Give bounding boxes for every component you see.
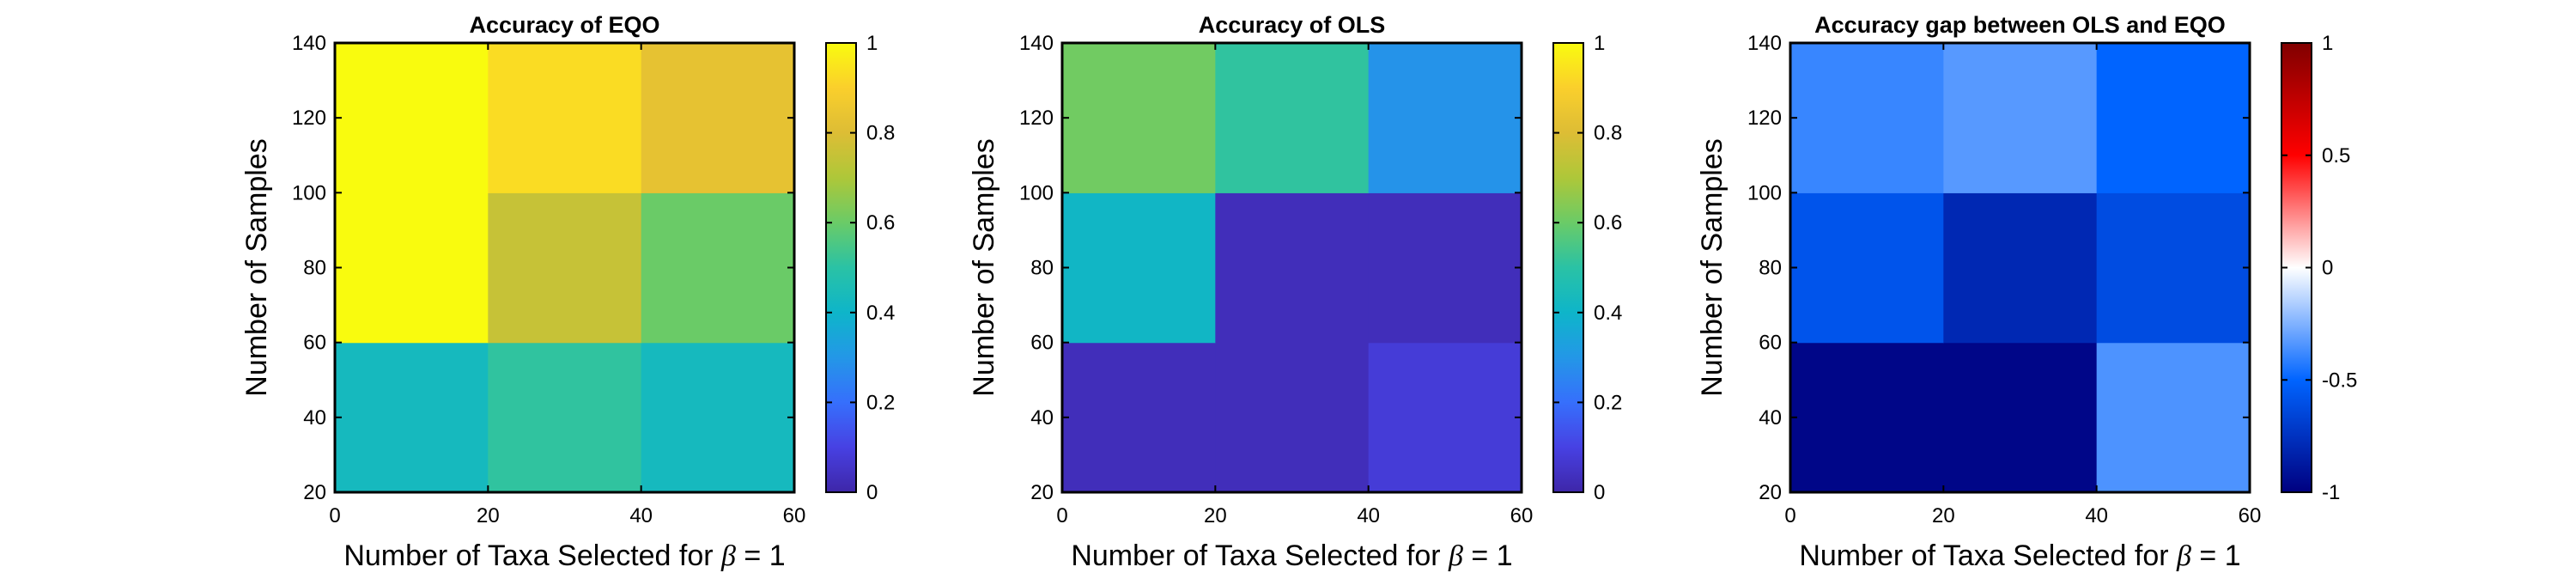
y-axis-label: Number of Samples	[240, 138, 273, 396]
heatmap-cell	[1790, 342, 1944, 493]
heatmap-cell	[641, 43, 795, 193]
y-tick-label: 20	[1030, 481, 1054, 504]
heatmap-cell	[1790, 192, 1944, 344]
x-tick-label: 40	[2085, 504, 2108, 527]
y-tick-label: 120	[1019, 107, 1054, 130]
y-tick-label: 100	[1747, 181, 1782, 204]
x-tick-label: 40	[1357, 504, 1380, 527]
heatmap-cell	[1062, 43, 1216, 193]
heatmap-cell	[2096, 342, 2251, 493]
y-tick-label: 80	[1759, 257, 1782, 280]
y-tick-label: 40	[1759, 406, 1782, 430]
x-tick-label: 60	[2239, 504, 2262, 527]
x-tick-label: 0	[1056, 504, 1067, 527]
colorbar-tick-label: 0	[866, 481, 878, 504]
x-tick-label: 60	[783, 504, 806, 527]
heatmap-cell	[335, 192, 489, 344]
heatmap-cell	[1790, 43, 1944, 193]
heatmap-cell	[1062, 192, 1216, 344]
x-tick-label: 40	[629, 504, 653, 527]
x-axis-label: Number of Taxa Selected for β = 1	[1071, 539, 1512, 572]
heatmap-cell	[488, 192, 642, 344]
heatmap-cell	[1215, 192, 1370, 344]
y-axis-label: Number of Samples	[968, 138, 1000, 396]
y-tick-label: 60	[1759, 332, 1782, 355]
colorbar-tick-label: 0	[2322, 257, 2333, 280]
chart-title: Accuracy of EQO	[469, 12, 659, 38]
colorbar-tick-label: -1	[2322, 481, 2340, 504]
heatmap-cell	[641, 192, 795, 344]
colorbar	[1552, 42, 1584, 493]
colorbar-tick-label: 1	[866, 32, 878, 55]
y-tick-label: 140	[1019, 32, 1054, 55]
y-tick-label: 80	[1030, 257, 1054, 280]
x-tick-label: 20	[1204, 504, 1227, 527]
colorbar-tick-label: 0.8	[866, 122, 895, 145]
heatmap-cell	[335, 342, 489, 493]
colorbar-tick-label: 1	[2322, 32, 2333, 55]
heatmap-cell	[1943, 192, 2098, 344]
x-tick-label: 0	[329, 504, 340, 527]
colorbar-tick-label: 0.2	[866, 391, 895, 414]
x-tick-label: 0	[1784, 504, 1795, 527]
x-tick-label: 60	[1510, 504, 1534, 527]
y-tick-label: 60	[303, 332, 326, 355]
x-tick-label: 20	[1932, 504, 1955, 527]
y-axis-label: Number of Samples	[1696, 138, 1728, 396]
y-tick-label: 100	[292, 181, 326, 204]
colorbar-tick-label: 0.5	[2322, 144, 2350, 168]
heatmap-cell	[1215, 342, 1370, 493]
heatmap-cell	[2096, 192, 2251, 344]
y-tick-label: 140	[1747, 32, 1782, 55]
heatmap-cell	[1215, 43, 1370, 193]
heatmap-cell	[1368, 192, 1522, 344]
heatmap-cell	[488, 342, 642, 493]
y-tick-label: 80	[303, 257, 326, 280]
y-tick-label: 120	[292, 107, 326, 130]
colorbar-tick-label: 0.4	[866, 302, 895, 325]
y-tick-label: 40	[303, 406, 326, 430]
chart-title: Accuracy of OLS	[1199, 12, 1386, 38]
colorbar-tick-label: 0.4	[1594, 302, 1622, 325]
chart-title: Accuracy gap between OLS and EQO	[1814, 12, 2226, 38]
x-axis-label: Number of Taxa Selected for β = 1	[343, 539, 785, 572]
colorbar-tick-label: 0	[1594, 481, 1605, 504]
colorbar	[825, 42, 857, 493]
y-tick-label: 100	[1019, 181, 1054, 204]
colorbar-tick-label: 0.6	[1594, 211, 1622, 235]
heatmap-cell	[335, 43, 489, 193]
y-tick-label: 40	[1030, 406, 1054, 430]
heatmap-cell	[1943, 43, 2098, 193]
heatmap-cell	[1943, 342, 2098, 493]
colorbar-tick-label: 0.8	[1594, 122, 1622, 145]
colorbar-tick-label: 0.2	[1594, 391, 1622, 414]
heatmap-cell	[1368, 43, 1522, 193]
y-tick-label: 20	[1759, 481, 1782, 504]
heatmap-cell	[1062, 342, 1216, 493]
heatmap-cell	[2096, 43, 2251, 193]
colorbar-tick-label: -0.5	[2322, 369, 2357, 392]
y-tick-label: 140	[292, 32, 326, 55]
x-axis-label: Number of Taxa Selected for β = 1	[1799, 539, 2240, 572]
heatmap-cell	[641, 342, 795, 493]
colorbar-tick-label: 0.6	[866, 211, 895, 235]
heatmap-cell	[1368, 342, 1522, 493]
colorbar-tick-label: 1	[1594, 32, 1605, 55]
y-tick-label: 20	[303, 481, 326, 504]
x-tick-label: 20	[477, 504, 500, 527]
y-tick-label: 120	[1747, 107, 1782, 130]
y-tick-label: 60	[1030, 332, 1054, 355]
heatmap-cell	[488, 43, 642, 193]
